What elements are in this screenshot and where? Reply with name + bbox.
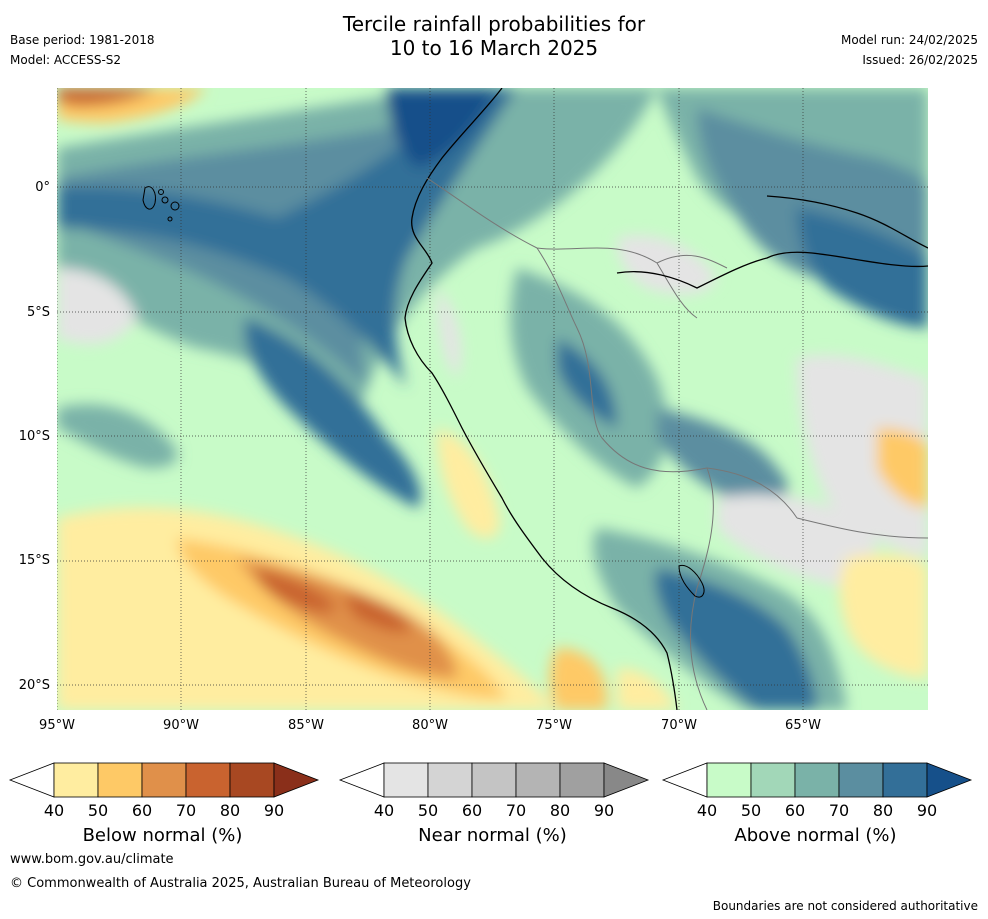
near-normal-colorbar: 40 50 60 70 80 90 — [338, 762, 650, 820]
above-colorbar-segment — [838, 762, 884, 798]
title-line-1: Tercile rainfall probabilities for — [342, 12, 646, 36]
rainfall-probability-map — [57, 88, 928, 710]
below-colorbar-segment — [229, 762, 275, 798]
below-colorbar-tick: 80 — [220, 801, 240, 820]
near-normal-label: Near normal (%) — [418, 825, 567, 846]
above-colorbar-tick: 90 — [917, 801, 937, 820]
lon-label-85w: 85°W — [288, 718, 324, 733]
below-colorbar-low-extend — [8, 762, 55, 798]
lon-label-95w: 95°W — [39, 718, 75, 733]
below-colorbar-segment — [53, 762, 99, 798]
near-colorbar-tick: 50 — [418, 801, 438, 820]
near-colorbar-segment — [427, 762, 473, 798]
graticule — [57, 88, 928, 710]
near-colorbar-segment — [471, 762, 517, 798]
above-colorbar-tick: 60 — [785, 801, 805, 820]
coastline — [404, 88, 678, 710]
issued-text: Issued: 26/02/2025 — [862, 53, 978, 67]
above-colorbar-segment — [794, 762, 840, 798]
below-normal-colorbar: 40 50 60 70 80 90 — [8, 762, 320, 820]
near-colorbar-tick: 60 — [462, 801, 482, 820]
galapagos-islands — [142, 186, 180, 222]
above-colorbar-segment — [706, 762, 752, 798]
lat-label-10s: 10°S — [18, 429, 50, 444]
near-colorbar-low-extend — [338, 762, 385, 798]
below-colorbar-tick: 60 — [132, 801, 152, 820]
lat-label-0: 0° — [35, 180, 50, 195]
chart-title: Tercile rainfall probabilities for 10 to… — [0, 12, 988, 60]
above-colorbar-tick: 80 — [873, 801, 893, 820]
below-colorbar-tick: 40 — [44, 801, 64, 820]
below-colorbar-tick: 90 — [264, 801, 284, 820]
near-colorbar-high-extend — [603, 762, 650, 798]
above-colorbar-segment — [750, 762, 796, 798]
footer-disclaimer: Boundaries are not considered authoritat… — [712, 899, 978, 913]
lat-label-20s: 20°S — [18, 678, 50, 693]
footer-copyright: © Commonwealth of Australia 2025, Austra… — [10, 876, 471, 891]
below-normal-label: Below normal (%) — [82, 825, 243, 846]
footer-url: www.bom.gov.au/climate — [10, 852, 174, 867]
below-colorbar-segment — [185, 762, 231, 798]
title-line-2: 10 to 16 March 2025 — [389, 36, 599, 60]
colorbar-legends: 40 50 60 70 80 90 40 50 60 70 80 90 40 50 60 70 80 90 — [8, 762, 973, 820]
meta-right: Model run: 24/02/2025 Issued: 26/02/2025 — [841, 30, 978, 70]
base-period-text: Base period: 1981-2018 — [10, 33, 155, 47]
below-colorbar-segment — [141, 762, 187, 798]
above-colorbar-low-extend — [661, 762, 708, 798]
probability-fields — [57, 88, 928, 710]
country-borders — [426, 177, 928, 710]
lon-label-90w: 90°W — [163, 718, 199, 733]
below-colorbar-tick: 50 — [88, 801, 108, 820]
above-normal-colorbar: 40 50 60 70 80 90 — [661, 762, 973, 820]
meta-left: Base period: 1981-2018 Model: ACCESS-S2 — [10, 30, 155, 70]
lon-label-70w: 70°W — [661, 718, 697, 733]
near-colorbar-segment — [515, 762, 561, 798]
below-colorbar-high-extend — [273, 762, 320, 798]
near-colorbar-tick: 70 — [506, 801, 526, 820]
above-colorbar-tick: 40 — [697, 801, 717, 820]
model-text: Model: ACCESS-S2 — [10, 53, 122, 67]
near-colorbar-tick: 90 — [594, 801, 614, 820]
above-colorbar-high-extend — [926, 762, 973, 798]
above-colorbar-tick: 70 — [829, 801, 849, 820]
near-colorbar-segment — [559, 762, 605, 798]
lon-label-80w: 80°W — [412, 718, 448, 733]
lon-label-75w: 75°W — [536, 718, 572, 733]
lake-titicaca — [678, 564, 705, 598]
below-colorbar-segment — [97, 762, 143, 798]
near-colorbar-tick: 40 — [374, 801, 394, 820]
above-colorbar-segment — [882, 762, 928, 798]
below-colorbar-tick: 70 — [176, 801, 196, 820]
lon-label-65w: 65°W — [785, 718, 821, 733]
near-colorbar-tick: 80 — [550, 801, 570, 820]
lat-label-15s: 15°S — [18, 553, 50, 568]
amazon-river — [616, 195, 928, 289]
model-run-text: Model run: 24/02/2025 — [840, 33, 978, 47]
above-colorbar-tick: 50 — [741, 801, 761, 820]
above-normal-label: Above normal (%) — [734, 825, 897, 846]
lat-label-5s: 5°S — [26, 305, 50, 320]
near-colorbar-segment — [383, 762, 429, 798]
